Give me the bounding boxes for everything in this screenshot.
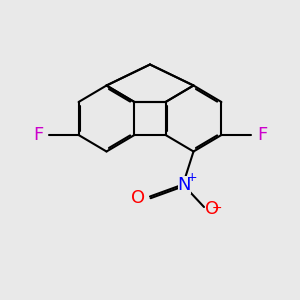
Text: +: + xyxy=(187,171,197,184)
Text: F: F xyxy=(33,126,43,144)
Text: F: F xyxy=(257,126,267,144)
Text: N: N xyxy=(178,176,191,194)
Text: O: O xyxy=(131,189,146,207)
Text: −: − xyxy=(211,202,222,215)
Text: O: O xyxy=(206,200,220,218)
